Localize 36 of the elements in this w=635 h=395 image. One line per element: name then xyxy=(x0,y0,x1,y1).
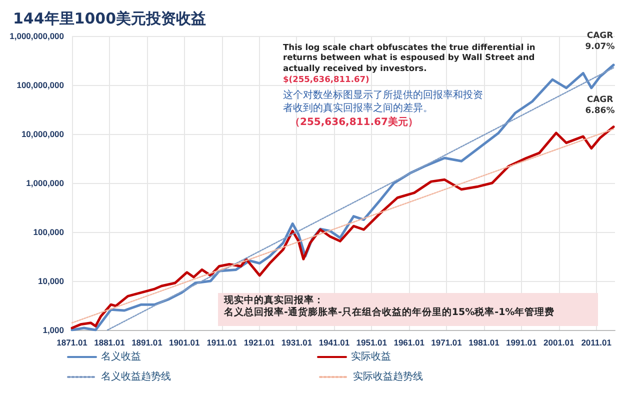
chart-title: 144年里1000美元投资收益 xyxy=(13,10,206,28)
x-tick-label: 1911.01 xyxy=(206,338,238,348)
legend-label: 实际收益 xyxy=(351,350,391,362)
x-tick-label: 1971.01 xyxy=(431,338,462,348)
y-tick-label: 10,000 xyxy=(38,276,64,286)
annotation: 现实中的真实回报率： xyxy=(224,295,325,306)
x-tick-label: 1981.01 xyxy=(468,338,500,348)
x-tick-label: 1881.01 xyxy=(94,338,126,348)
x-tick-label: 1901.01 xyxy=(169,338,200,348)
y-tick-label: 1,000,000 xyxy=(26,178,64,188)
annotation: （255,636,811.67美元） xyxy=(290,116,418,129)
x-tick-label: 1891.01 xyxy=(132,338,163,348)
legend-label: 名义收益 xyxy=(101,350,141,362)
note-panel: 现实中的真实回报率： 名义总回报率-通货膨胀率-只在组合收益的年份里的15%税率-1%年管理费 xyxy=(218,293,598,326)
x-tick-label: 2011.01 xyxy=(581,338,612,348)
x-tick-label: 1951.01 xyxy=(356,338,388,348)
y-tick-label: 1,000,000,000 xyxy=(10,31,64,41)
annotation: 这个对数坐标图显示了所提供的回报率和投资者收到的真实回报率之间的差异。 xyxy=(283,89,484,115)
annotation: CAGR 6.86% xyxy=(584,95,616,118)
y-tick-label: 10,000,000 xyxy=(21,129,64,139)
annotation: This log scale chart obfuscates the true differential in returns between what is espoused by Wall Street and actually received by investors. xyxy=(283,42,536,74)
legend-label: 实际收益趋势线 xyxy=(353,370,423,382)
legend-label: 名义收益趋势线 xyxy=(101,370,171,382)
y-tick-label: 1,000 xyxy=(42,325,64,335)
annotation: CAGR 9.07% xyxy=(584,31,616,54)
x-tick-label: 1931.01 xyxy=(281,338,312,348)
x-tick-label: 1921.01 xyxy=(244,338,275,348)
x-tick-label: 1961.01 xyxy=(394,338,425,348)
x-tick-label: 1941.01 xyxy=(318,338,350,348)
annotation: $(255,636,811.67) xyxy=(283,74,370,85)
x-tick-label: 2001.01 xyxy=(544,338,574,348)
y-tick-label: 100,000 xyxy=(33,227,64,237)
x-tick-label: 1871.01 xyxy=(56,338,88,348)
annotation: 名义总回报率-通货膨胀率-只在组合收益的年份里的15%税率-1%年管理费 xyxy=(224,307,556,320)
y-tick-label: 100,000,000 xyxy=(16,80,64,90)
x-tick-label: 1991.01 xyxy=(506,338,538,348)
